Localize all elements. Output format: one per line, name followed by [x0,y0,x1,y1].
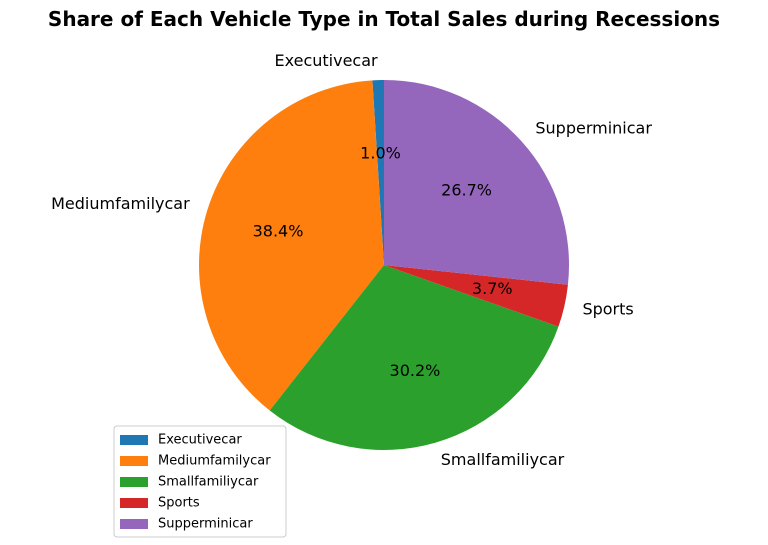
legend-label-supperminicar: Supperminicar [158,517,253,532]
pie-slice-smallfamiliycar [269,265,559,450]
legend-label-sports: Sports [158,496,200,511]
category-label-supperminicar: Supperminicar [535,118,652,137]
percent-label-smallfamiliycar: 30.2% [390,361,441,380]
legend-swatch-sports [120,498,148,508]
pie-slice-mediumfamilycar [199,80,384,411]
legend: Executivecar Mediumfamilycar Smallfamiliyc… [113,425,287,538]
pie-slice-supperminicar [384,80,569,285]
pie-slice-executivecar [372,80,384,265]
legend-label-executivecar: Executivecar [158,433,242,448]
percent-label-supperminicar: 26.7% [441,180,492,199]
category-label-sports: Sports [582,300,633,319]
pie-slice-sports [384,265,568,327]
percent-label-executivecar: 1.0% [360,144,401,163]
legend-swatch-mediumfamilycar [120,456,148,466]
chart-title: Share of Each Vehicle Type in Total Sale… [48,7,720,31]
legend-swatch-supperminicar [120,519,148,529]
legend-swatch-executivecar [120,435,148,445]
percent-labels: 1.0% 38.4% 30.2% 3.7% 26.7% [253,144,513,381]
percent-label-sports: 3.7% [472,279,513,298]
legend-frame [113,425,287,538]
category-label-smallfamiliycar: Smallfamiliycar [441,450,565,469]
legend-label-smallfamiliycar: Smallfamiliycar [158,475,259,490]
category-label-mediumfamilycar: Mediumfamilycar [51,194,190,213]
category-label-executivecar: Executivecar [275,51,379,70]
pie-slices [199,80,569,450]
percent-label-mediumfamilycar: 38.4% [253,222,304,241]
legend-swatch-smallfamiliycar [120,477,148,487]
category-labels: Executivecar Mediumfamilycar Smallfamiliyc… [51,51,652,469]
legend-label-mediumfamilycar: Mediumfamilycar [158,454,271,469]
